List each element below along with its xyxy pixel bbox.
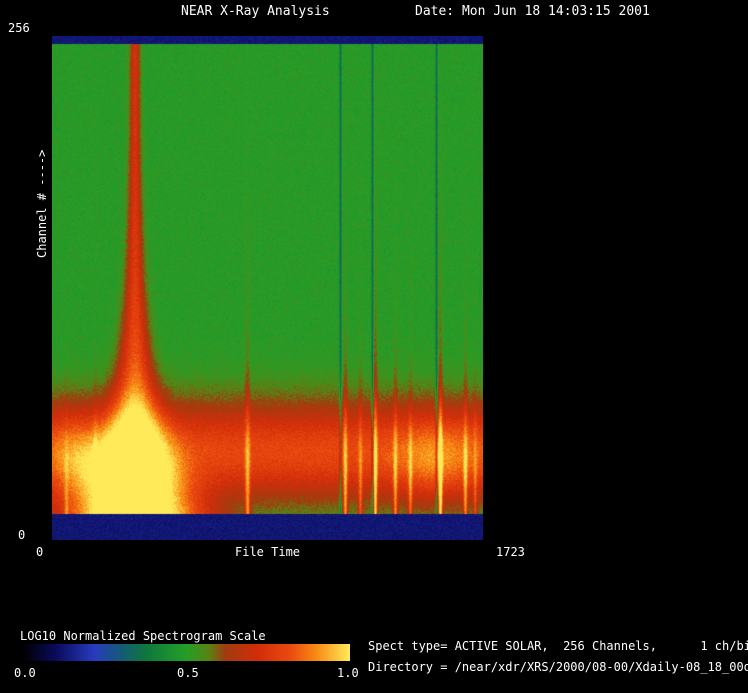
- directory-label: Directory = /near/xdr/XRS/2000/08-00/Xda…: [368, 660, 748, 674]
- date-label: Date: Mon Jun 18 14:03:15 2001: [415, 4, 650, 19]
- x-axis-title: File Time: [235, 545, 301, 559]
- spect-type-label: Spect type= ACTIVE SOLAR, 256 Channels, …: [368, 639, 748, 653]
- colorbar-canvas: [22, 644, 350, 661]
- colorbar-label: LOG10 Normalized Spectrogram Scale: [20, 629, 266, 643]
- y-axis-min-tick: 0: [18, 528, 26, 542]
- spectrogram-canvas: [52, 36, 483, 540]
- x-axis-max-tick: 1723: [496, 545, 525, 559]
- colorbar-tick-0: 0.0: [14, 666, 36, 680]
- y-axis-max-tick: 256: [8, 21, 30, 35]
- x-axis-min-tick: 0: [36, 545, 44, 559]
- colorbar-tick-2: 1.0: [337, 666, 359, 680]
- colorbar-tick-1: 0.5: [177, 666, 199, 680]
- page-title: NEAR X-Ray Analysis: [181, 4, 330, 19]
